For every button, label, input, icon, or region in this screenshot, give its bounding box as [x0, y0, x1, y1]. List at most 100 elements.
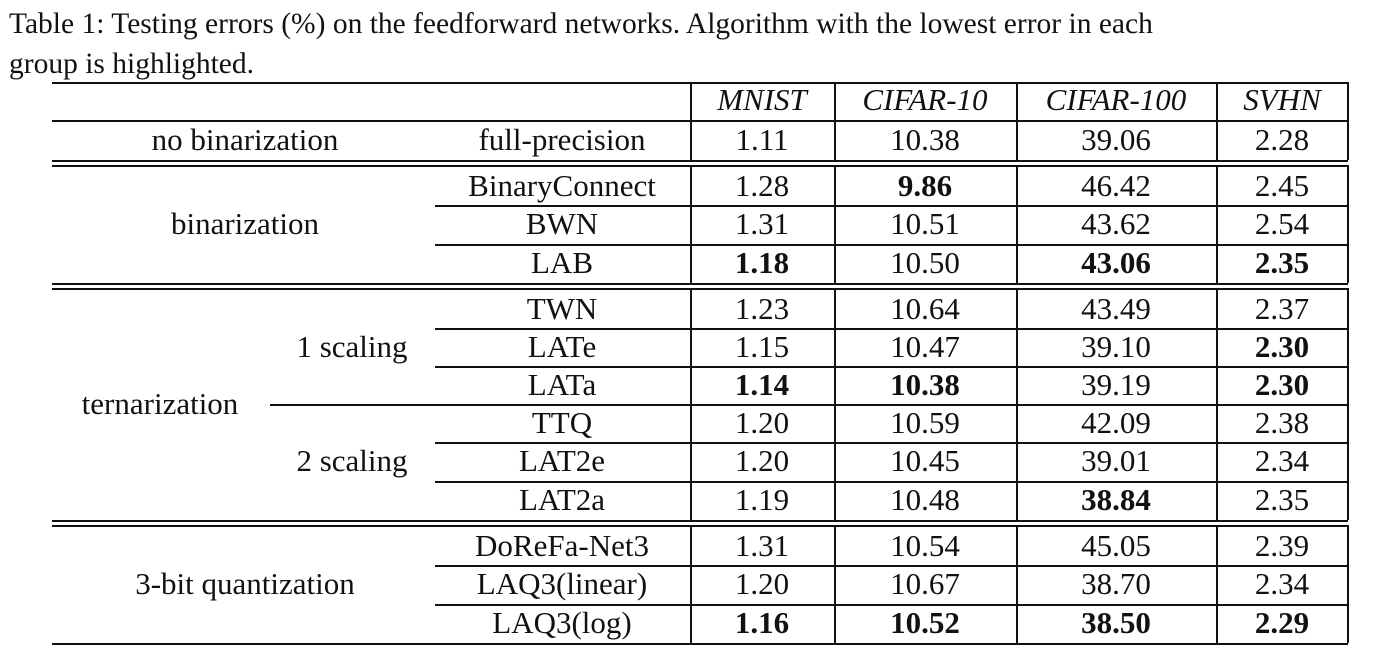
error-value: 10.67: [890, 566, 960, 601]
row-rule: [435, 442, 1348, 444]
method-name: LAT2a: [518, 482, 606, 517]
column-header: CIFAR-100: [1045, 82, 1187, 117]
method-name: TTQ: [531, 405, 593, 440]
row-rule: [435, 244, 1348, 246]
error-value: 1.14: [734, 367, 790, 402]
error-value: 2.38: [1254, 405, 1310, 440]
method-name: LAB: [531, 245, 593, 280]
column-rule: [1216, 82, 1218, 160]
column-rule: [1016, 288, 1018, 520]
error-value: 43.49: [1081, 291, 1151, 326]
error-value: 1.20: [734, 566, 790, 601]
error-value: 9.86: [897, 168, 953, 203]
method-name: TWN: [526, 291, 598, 326]
error-value: 39.01: [1081, 443, 1151, 478]
error-value: 39.19: [1081, 367, 1151, 402]
error-value: 10.64: [890, 291, 960, 326]
group-rule: [52, 525, 1348, 527]
method-name: DoReFa-Net3: [475, 528, 649, 563]
column-rule: [1016, 82, 1018, 160]
group-rule: [52, 283, 1348, 285]
column-rule: [1016, 165, 1018, 283]
group-rule: [52, 160, 1348, 162]
error-value: 2.29: [1254, 605, 1310, 640]
error-value: 46.42: [1081, 168, 1151, 203]
subgroup-label: 1 scaling: [296, 329, 408, 364]
column-header: SVHN: [1243, 82, 1321, 117]
error-value: 10.54: [890, 528, 960, 563]
error-value: 1.31: [734, 206, 790, 241]
error-value: 2.34: [1254, 566, 1310, 601]
column-header: MNIST: [717, 82, 807, 117]
method-name: BinaryConnect: [468, 168, 656, 203]
error-value: 38.84: [1081, 482, 1151, 517]
error-value: 2.39: [1254, 528, 1310, 563]
column-rule: [690, 82, 692, 160]
column-rule: [1347, 82, 1349, 160]
column-rule: [690, 525, 692, 643]
error-value: 10.38: [890, 122, 960, 157]
error-value: 2.30: [1254, 367, 1310, 402]
row-rule: [435, 366, 1348, 368]
column-rule: [834, 82, 836, 160]
column-rule: [1347, 165, 1349, 283]
error-value: 2.35: [1254, 245, 1310, 280]
error-value: 39.06: [1081, 122, 1151, 157]
error-value: 1.18: [734, 245, 790, 280]
bottom-rule: [52, 643, 1348, 645]
row-rule: [435, 565, 1348, 567]
error-value: 43.62: [1081, 206, 1151, 241]
error-value: 1.11: [735, 122, 789, 157]
error-value: 45.05: [1081, 528, 1151, 563]
method-name: LATe: [527, 329, 597, 364]
error-value: 1.23: [734, 291, 790, 326]
error-value: 1.16: [734, 605, 790, 640]
column-rule: [1347, 288, 1349, 520]
error-value: 1.20: [734, 443, 790, 478]
method-name: LAQ3(log): [492, 605, 632, 640]
error-value: 10.51: [890, 206, 960, 241]
error-value: 2.35: [1254, 482, 1310, 517]
row-rule: [435, 481, 1348, 483]
caption-line-2: group is highlighted.: [9, 48, 255, 80]
error-value: 42.09: [1081, 405, 1151, 440]
error-value: 10.48: [890, 482, 960, 517]
method-name: LAT2e: [518, 443, 606, 478]
group-label: binarization: [170, 206, 320, 241]
error-value: 2.45: [1254, 168, 1310, 203]
column-header: CIFAR-10: [862, 82, 988, 117]
method-name: BWN: [525, 206, 599, 241]
column-rule: [690, 288, 692, 520]
error-value: 1.15: [734, 329, 790, 364]
error-value: 10.59: [890, 405, 960, 440]
error-value: 2.28: [1254, 122, 1310, 157]
row-rule: [435, 328, 1348, 330]
error-value: 1.19: [734, 482, 790, 517]
group-rule: [52, 520, 1348, 522]
column-rule: [834, 165, 836, 283]
column-rule: [1216, 165, 1218, 283]
caption-line-1: Table 1: Testing errors (%) on the feedf…: [9, 8, 1153, 40]
row-rule: [435, 205, 1348, 207]
method-name: LAQ3(linear): [476, 566, 648, 601]
error-value: 10.50: [890, 245, 960, 280]
method-name: full-precision: [478, 122, 646, 157]
error-value: 10.45: [890, 443, 960, 478]
error-value: 2.30: [1254, 329, 1310, 364]
header-rule: [52, 120, 1348, 122]
column-rule: [690, 165, 692, 283]
group-rule: [52, 288, 1348, 290]
column-rule: [1016, 525, 1018, 643]
error-value: 10.47: [890, 329, 960, 364]
group-rule: [52, 165, 1348, 167]
column-rule: [1216, 288, 1218, 520]
error-value: 1.31: [734, 528, 790, 563]
subgroup-label: 2 scaling: [296, 443, 408, 478]
error-value: 1.28: [734, 168, 790, 203]
group-label: no binarization: [151, 122, 339, 157]
error-value: 39.10: [1081, 329, 1151, 364]
error-value: 10.38: [890, 367, 960, 402]
table-caption: Table 1: Testing errors (%) on the feedf…: [9, 4, 1394, 84]
group-label: 3-bit quantization: [135, 566, 355, 601]
method-name: LATa: [527, 367, 597, 402]
